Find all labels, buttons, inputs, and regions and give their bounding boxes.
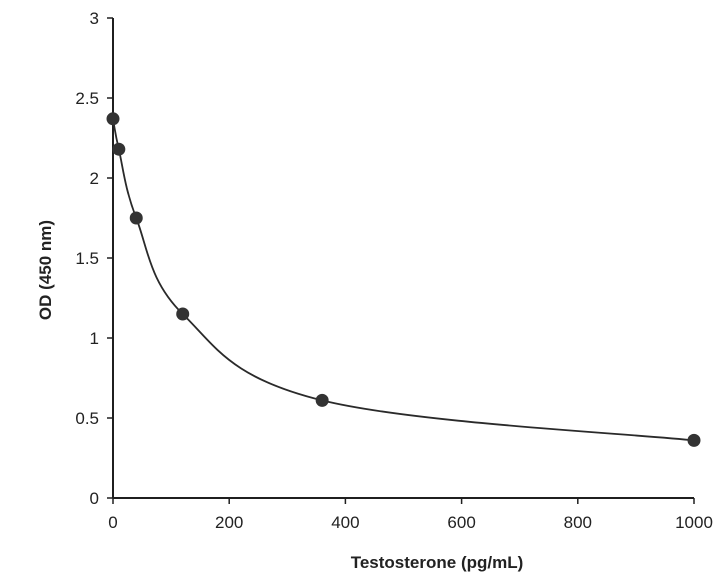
y-tick-label: 1.5 [75, 249, 99, 268]
data-point [129, 211, 143, 225]
data-points [106, 112, 701, 447]
x-tick-label: 600 [447, 513, 475, 532]
x-axis-title: Testosterone (pg/mL) [351, 553, 524, 572]
y-tick-label: 0 [90, 489, 99, 508]
y-axis-title: OD (450 nm) [36, 220, 55, 320]
plot-area: 0 0.5 1 1.5 2 2.5 3 0 200 400 600 800 1000 [75, 9, 713, 532]
x-tick-label: 1000 [675, 513, 713, 532]
data-point [315, 393, 329, 407]
y-tick-label: 2 [90, 169, 99, 188]
data-point [176, 307, 190, 321]
fitted-curve [112, 118, 695, 442]
data-point [112, 142, 126, 156]
x-tick-label: 200 [215, 513, 243, 532]
data-point [687, 433, 701, 447]
y-axis-ticks: 0 0.5 1 1.5 2 2.5 3 [75, 9, 113, 508]
y-tick-label: 1 [90, 329, 99, 348]
x-axis-ticks: 0 200 400 600 800 1000 [108, 498, 713, 532]
x-tick-label: 400 [331, 513, 359, 532]
y-tick-label: 2.5 [75, 89, 99, 108]
y-tick-label: 3 [90, 9, 99, 28]
data-point [106, 112, 120, 126]
y-tick-label: 0.5 [75, 409, 99, 428]
x-tick-label: 0 [108, 513, 117, 532]
x-tick-label: 800 [564, 513, 592, 532]
